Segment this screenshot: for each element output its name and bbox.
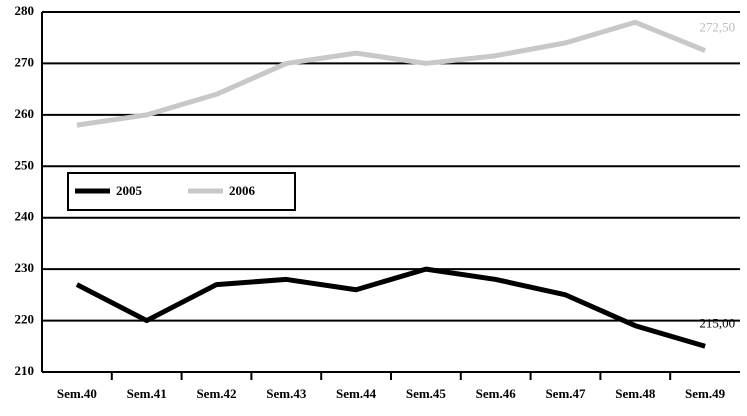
x-tick-label: Sem.47 bbox=[545, 386, 586, 401]
y-tick-label: 260 bbox=[15, 106, 35, 121]
y-tick-label: 230 bbox=[15, 260, 35, 275]
x-tick-label: Sem.43 bbox=[266, 386, 307, 401]
x-tick-label: Sem.45 bbox=[406, 386, 447, 401]
y-tick-label: 240 bbox=[15, 209, 35, 224]
series-line bbox=[76, 19, 707, 128]
value-label: 272,50 bbox=[699, 20, 735, 35]
x-tick-label: Sem.46 bbox=[476, 386, 517, 401]
x-tick-label: Sem.44 bbox=[336, 386, 377, 401]
series-line bbox=[75, 266, 706, 349]
value-label: 215,00 bbox=[699, 315, 735, 330]
x-tick-label: Sem.49 bbox=[685, 386, 726, 401]
legend-label: 2005 bbox=[116, 183, 143, 198]
y-tick-label: 270 bbox=[15, 54, 35, 69]
y-tick-label: 250 bbox=[15, 157, 35, 172]
x-tick-label: Sem.48 bbox=[615, 386, 656, 401]
legend-box bbox=[67, 172, 296, 211]
y-tick-label: 280 bbox=[15, 3, 35, 18]
y-tick-label: 220 bbox=[15, 312, 35, 327]
legend-label: 2006 bbox=[229, 183, 256, 198]
y-tick-label: 210 bbox=[15, 363, 35, 378]
x-tick-label: Sem.40 bbox=[57, 386, 97, 401]
x-tick-label: Sem.42 bbox=[196, 386, 236, 401]
x-tick-label: Sem.41 bbox=[127, 386, 167, 401]
